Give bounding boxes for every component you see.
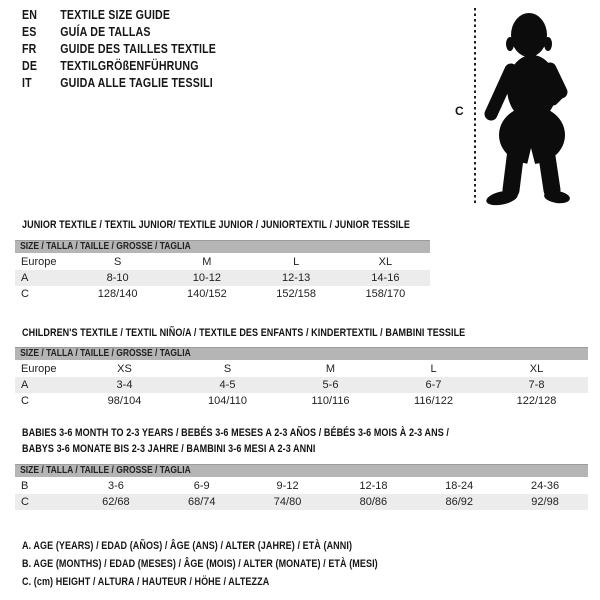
- row-label-cell: C: [21, 496, 29, 508]
- language-title: GUÍA DE TALLAS: [60, 25, 151, 39]
- value-cell: 68/74: [187, 496, 216, 508]
- table-row: B 3-6 6-9 9-12 12-18 18-24 24-36: [15, 478, 588, 494]
- language-code: FR: [22, 42, 37, 56]
- value-cell: 5-6: [322, 379, 339, 391]
- value-cell: 18-24: [445, 480, 474, 492]
- language-title: TEXTILGRÖßENFÜHRUNG: [60, 59, 199, 73]
- value-cell: 140/152: [186, 288, 227, 300]
- language-code: DE: [22, 59, 38, 73]
- value-cell: 6-9: [193, 480, 210, 492]
- value-cell: L: [430, 363, 437, 375]
- height-measure-dashed-line: [474, 8, 476, 205]
- language-title: GUIDE DES TAILLES TEXTILE: [60, 42, 217, 56]
- language-code: IT: [22, 76, 32, 90]
- babies-table-title-line2: BABYS 3-6 MONATE BIS 2-3 JAHRE / BAMBINI…: [22, 443, 316, 455]
- value-cell: 152/158: [276, 288, 316, 300]
- row-label-cell: B: [21, 480, 29, 492]
- size-header-label: SIZE / TALLA / TAILLE / GRÖSSE / TAGLIA: [20, 241, 191, 252]
- row-label-cell: C: [21, 395, 29, 407]
- value-cell: 14-16: [371, 272, 400, 284]
- table-row: Europe XS S M L XL: [15, 361, 588, 377]
- value-cell: 86/92: [445, 496, 473, 508]
- size-header-label: SIZE / TALLA / TAILLE / GRÖSSE / TAGLIA: [20, 465, 191, 476]
- language-code: ES: [22, 25, 37, 39]
- junior-size-table-grid: Europe S M L XL A 8-10 10-12 12-13 14-16 C 128/140 1…: [15, 254, 430, 302]
- babies-size-table-grid: B 3-6 6-9 9-12 12-18 18-24 24-36 C 62/68 68/74 74/…: [15, 478, 588, 510]
- language-title: TEXTILE SIZE GUIDE: [60, 8, 171, 22]
- value-cell: 12-18: [359, 480, 388, 492]
- value-cell: 7-8: [528, 379, 545, 391]
- value-cell: M: [325, 363, 336, 375]
- footnote-c: C. (cm) HEIGHT / ALTURA / HAUTEUR / HÖHE…: [22, 576, 270, 588]
- children-size-table-grid: Europe XS S M L XL A 3-4 4-5 5-6 6-7 7-8 C 98/104 104/…: [15, 361, 588, 409]
- junior-table-title: JUNIOR TEXTILE / TEXTIL JUNIOR/ TEXTILE …: [22, 219, 410, 231]
- row-label-cell: A: [21, 272, 29, 284]
- value-cell: 9-12: [276, 480, 299, 492]
- value-cell: 10-12: [192, 272, 221, 284]
- table-row: C 62/68 68/74 74/80 80/86 86/92 92/98: [15, 494, 588, 510]
- junior-size-table: SIZE / TALLA / TAILLE / GRÖSSE / TAGLIA …: [15, 240, 430, 302]
- table-row: C 98/104 104/110 110/116 116/122 122/128: [15, 393, 588, 409]
- value-cell: 74/80: [273, 496, 302, 508]
- size-header-bar: SIZE / TALLA / TAILLE / GRÖSSE / TAGLIA: [15, 347, 588, 360]
- children-size-table: SIZE / TALLA / TAILLE / GRÖSSE / TAGLIA …: [15, 347, 588, 409]
- value-cell: 158/170: [365, 288, 406, 300]
- size-header-bar: SIZE / TALLA / TAILLE / GRÖSSE / TAGLIA: [15, 464, 588, 477]
- value-cell: XL: [378, 256, 393, 268]
- table-row: Europe S M L XL: [15, 254, 430, 270]
- language-title: GUIDA ALLE TAGLIE TESSILI: [60, 76, 213, 90]
- value-cell: 6-7: [425, 379, 442, 391]
- size-header-label: SIZE / TALLA / TAILLE / GRÖSSE / TAGLIA: [20, 348, 191, 359]
- children-table-title: CHILDREN'S TEXTILE / TEXTIL NIÑO/A / TEX…: [22, 327, 466, 339]
- language-row: ES GUÍA DE TALLAS: [22, 24, 216, 41]
- babies-table-title-line1: BABIES 3-6 MONTH TO 2-3 YEARS / BEBÉS 3-…: [22, 427, 450, 439]
- height-measure-label: C: [455, 104, 464, 118]
- row-label-cell: A: [21, 379, 29, 391]
- value-cell: XS: [117, 363, 132, 375]
- value-cell: 92/98: [531, 496, 559, 508]
- value-cell: 8-10: [106, 272, 129, 284]
- value-cell: 62/68: [102, 496, 130, 508]
- value-cell: 24-36: [531, 480, 560, 492]
- value-cell: 116/122: [414, 395, 453, 407]
- footnote-b: B. AGE (MONTHS) / EDAD (MESES) / ÂGE (MO…: [22, 558, 378, 570]
- size-header-bar: SIZE / TALLA / TAILLE / GRÖSSE / TAGLIA: [15, 240, 430, 253]
- row-label-cell: Europe: [21, 256, 57, 268]
- value-cell: 4-5: [219, 379, 236, 391]
- value-cell: 80/86: [359, 496, 388, 508]
- row-label-cell: C: [21, 288, 29, 300]
- value-cell: S: [113, 256, 122, 268]
- language-row: FR GUIDE DES TAILLES TEXTILE: [22, 41, 216, 58]
- value-cell: 98/104: [107, 395, 142, 407]
- toddler-silhouette: [484, 13, 570, 206]
- value-cell: 122/128: [516, 395, 557, 407]
- value-cell: XL: [529, 363, 544, 375]
- value-cell: M: [202, 256, 212, 268]
- value-cell: S: [223, 363, 232, 375]
- row-label-cell: Europe: [21, 363, 57, 375]
- table-row: A 3-4 4-5 5-6 6-7 7-8: [15, 377, 588, 393]
- value-cell: 3-4: [116, 379, 133, 391]
- babies-size-table: SIZE / TALLA / TAILLE / GRÖSSE / TAGLIA …: [15, 464, 588, 510]
- table-row: A 8-10 10-12 12-13 14-16: [15, 270, 430, 286]
- language-row: DE TEXTILGRÖßENFÜHRUNG: [22, 58, 216, 75]
- language-row: EN TEXTILE SIZE GUIDE: [22, 7, 216, 24]
- language-code: EN: [22, 8, 38, 22]
- value-cell: 128/140: [97, 288, 138, 300]
- value-cell: L: [293, 256, 300, 268]
- table-row: C 128/140 140/152 152/158 158/170: [15, 286, 430, 302]
- value-cell: 12-13: [282, 272, 311, 284]
- language-row: IT GUIDA ALLE TAGLIE TESSILI: [22, 75, 216, 92]
- footnote-a: A. AGE (YEARS) / EDAD (AÑOS) / ÂGE (ANS)…: [22, 540, 353, 552]
- value-cell: 104/110: [208, 395, 247, 407]
- footnotes: A. AGE (YEARS) / EDAD (AÑOS) / ÂGE (ANS)…: [22, 537, 378, 591]
- language-title-list: EN TEXTILE SIZE GUIDE ES GUÍA DE TALLAS …: [22, 7, 216, 92]
- value-cell: 110/116: [311, 395, 350, 407]
- value-cell: 3-6: [107, 480, 124, 492]
